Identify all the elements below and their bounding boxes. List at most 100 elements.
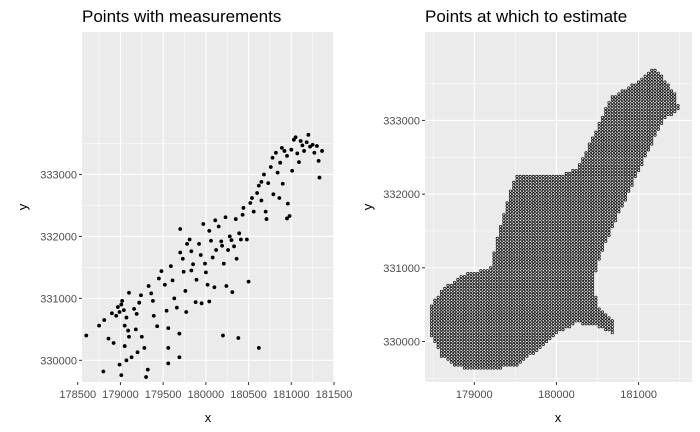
estimate-point [571,286,575,290]
estimate-point [594,139,598,143]
estimate-point [430,328,434,332]
estimate-point [508,198,512,202]
estimate-point [449,354,453,358]
estimate-point [571,242,575,246]
estimate-point [564,204,568,208]
estimate-point [545,322,549,326]
estimate-point [584,304,588,308]
data-point [114,313,119,318]
estimate-point [558,174,562,178]
estimate-point [594,322,598,326]
data-point [212,285,217,290]
estimate-point [541,177,545,181]
estimate-point [489,283,493,288]
data-point [181,269,186,274]
estimate-point [541,239,545,243]
estimate-point [617,139,621,143]
estimate-point [472,304,476,308]
estimate-point [561,319,565,323]
estimate-point [449,360,453,364]
estimate-point [587,224,591,229]
estimate-point [604,121,608,125]
estimate-point [535,207,539,211]
estimate-point [489,319,493,323]
estimate-point [548,298,552,302]
estimate-point [505,307,509,311]
estimate-point [650,133,654,137]
estimate-point [561,304,565,308]
estimate-point [650,115,654,120]
estimate-point [518,354,522,358]
estimate-point [604,313,608,317]
estimate-point [492,275,496,279]
estimate-point [512,280,516,285]
data-point [297,160,301,164]
estimate-point [456,360,460,364]
estimate-point [597,222,601,226]
estimate-point [499,295,503,299]
estimate-point [564,289,568,293]
estimate-point [630,104,634,108]
estimate-point [502,230,506,234]
estimate-point [594,136,598,140]
estimate-point [640,142,644,146]
estimate-point [469,289,473,293]
estimate-point [459,310,463,314]
estimate-point [607,177,611,181]
estimate-point [630,92,634,96]
estimate-point [535,316,539,320]
estimate-point [479,289,483,293]
estimate-point [485,295,489,299]
estimate-point [525,269,529,273]
estimate-point [505,245,509,249]
estimate-point [561,301,565,305]
estimate-point [476,289,480,293]
estimate-point [528,278,532,282]
estimate-point [472,272,476,276]
estimate-point [485,319,489,323]
estimate-point [620,168,624,173]
estimate-point [492,272,496,276]
estimate-point [577,242,582,246]
estimate-point [472,342,476,346]
estimate-point [515,301,519,305]
estimate-point [439,295,443,299]
y-tick-label: 330000 [383,336,420,348]
estimate-point [630,115,634,120]
estimate-point [502,322,506,326]
estimate-point [633,115,637,120]
estimate-point [643,77,647,81]
estimate-point [568,192,572,196]
estimate-point [466,357,470,361]
estimate-point [591,216,595,220]
estimate-point [531,192,535,196]
estimate-point [541,292,545,296]
estimate-point [525,260,529,264]
estimate-point [614,204,618,208]
estimate-point [623,148,628,152]
estimate-point [568,286,572,290]
estimate-point [568,230,572,234]
estimate-point [617,157,621,161]
estimate-point [531,186,535,190]
estimate-point [436,328,440,332]
estimate-point [505,301,509,305]
estimate-point [554,289,559,293]
estimate-point [581,263,585,267]
estimate-point [660,80,664,84]
estimate-point [633,83,637,87]
estimate-point [541,227,545,232]
estimate-point [502,286,506,290]
estimate-point [522,230,526,234]
estimate-point [545,278,549,282]
estimate-point [584,254,588,258]
estimate-point [623,92,628,96]
estimate-point [545,230,549,234]
estimate-point [591,230,595,234]
estimate-point [561,257,565,261]
estimate-point [430,313,434,317]
estimate-point [554,316,559,320]
estimate-point [558,192,562,196]
estimate-point [564,304,568,308]
estimate-point [551,304,555,308]
